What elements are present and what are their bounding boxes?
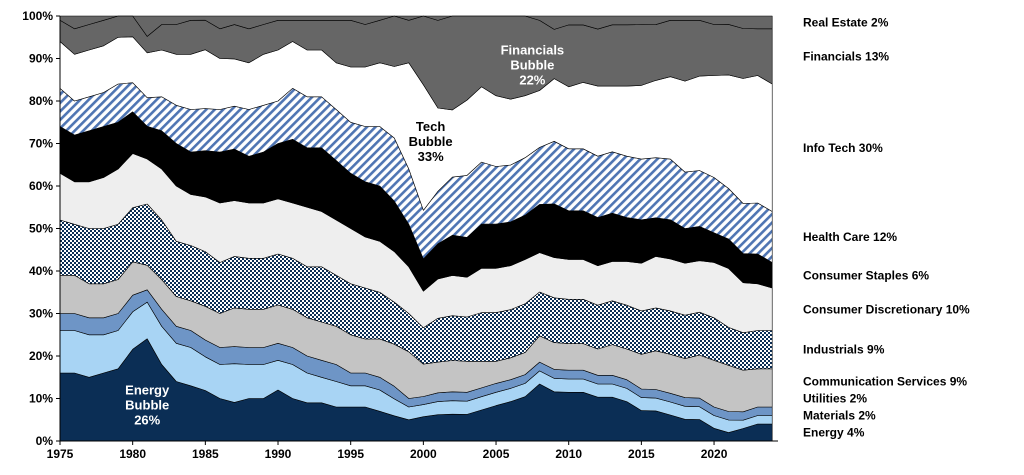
y-tick-label: 10%: [29, 392, 53, 406]
x-tick-label: 2005: [483, 447, 510, 461]
area-series-group: [59, 15, 773, 442]
legend-label-materials-2: Materials 2%: [803, 409, 876, 423]
legend-label-communication-services-9: Communication Services 9%: [803, 375, 967, 389]
legend-label-real-estate-2: Real Estate 2%: [803, 15, 889, 29]
legend-label-consumer-staples-6: Consumer Staples 6%: [803, 268, 929, 282]
legend-label-consumer-discretionary-10: Consumer Discretionary 10%: [803, 302, 970, 316]
x-tick-label: 1980: [119, 447, 146, 461]
x-tick-label: 2020: [701, 447, 728, 461]
annotation-group: Energy Bubble 26% Tech Bubble 33% Financials Bu…: [125, 42, 564, 427]
legend-label-info-tech-30: Info Tech 30%: [803, 141, 883, 155]
legend-label-health-care-12: Health Care 12%: [803, 230, 897, 244]
x-tick-label: 2015: [628, 447, 655, 461]
x-tick-label: 1990: [265, 447, 292, 461]
area-real-estate-2: [59, 15, 773, 37]
legend-label-utilities-2: Utilities 2%: [803, 392, 867, 406]
y-tick-label: 70%: [29, 137, 53, 151]
legend: Energy 4% Materials 2% Utilities 2% Communi…: [803, 15, 970, 439]
legend-label-industrials-9: Industrials 9%: [803, 343, 885, 357]
x-tick-label: 1985: [192, 447, 219, 461]
y-tick-label: 50%: [29, 222, 53, 236]
y-tick-label: 0%: [36, 434, 54, 448]
y-tick-label: 30%: [29, 307, 53, 321]
y-tick-label: 20%: [29, 349, 53, 363]
y-tick-label: 40%: [29, 264, 53, 278]
legend-label-financials-13: Financials 13%: [803, 49, 889, 63]
y-tick-label: 90%: [29, 52, 53, 66]
x-tick-label: 1975: [47, 447, 74, 461]
x-tick-label: 2000: [410, 447, 437, 461]
annotation-energy-bubble: Energy Bubble 26%: [125, 382, 170, 427]
annotation-tech-bubble: Tech Bubble 33%: [409, 119, 453, 164]
y-tick-label: 60%: [29, 179, 53, 193]
annotation-financials-bubble: Financials Bubble 22%: [501, 42, 565, 87]
y-tick-label: 100%: [22, 9, 53, 23]
y-tick-label: 80%: [29, 94, 53, 108]
x-tick-label: 1995: [337, 447, 364, 461]
x-tick-label: 2010: [555, 447, 582, 461]
legend-label-energy-4: Energy 4%: [803, 426, 865, 440]
axes-group: 0% 10% 20% 30% 40% 50% 60% 70% 80% 90% 100% 1975 198…: [22, 9, 778, 461]
